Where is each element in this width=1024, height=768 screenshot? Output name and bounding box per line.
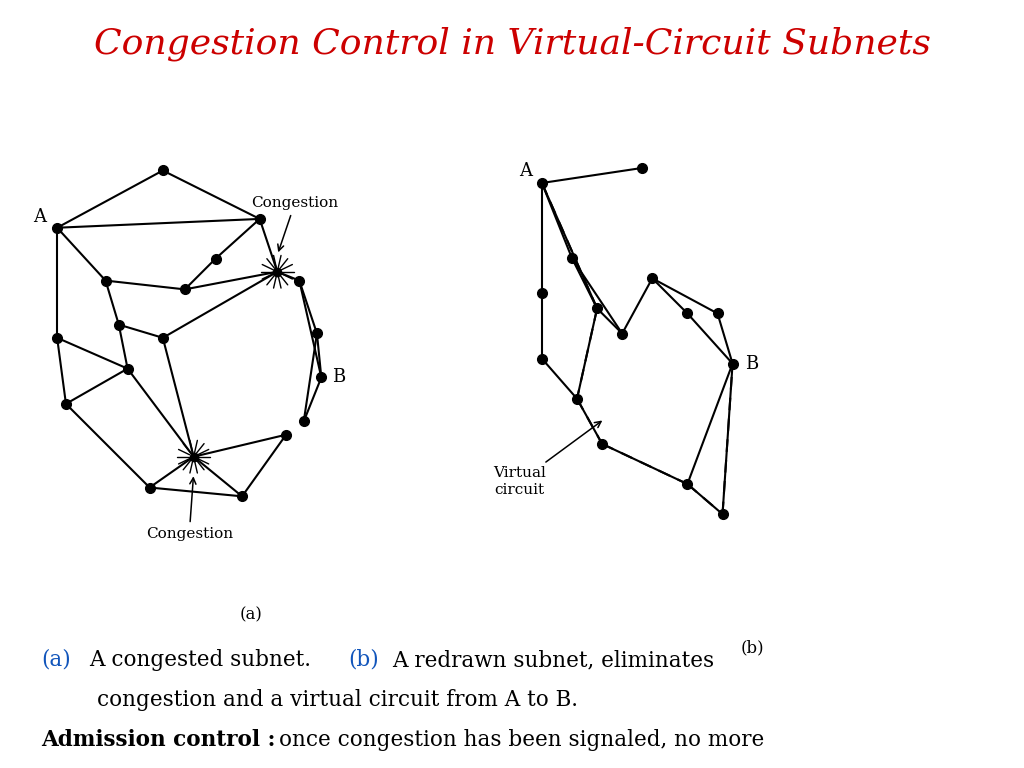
- Text: B: B: [333, 369, 345, 386]
- Text: A redrawn subnet, eliminates: A redrawn subnet, eliminates: [392, 649, 715, 671]
- Text: Virtual
circuit: Virtual circuit: [493, 422, 601, 497]
- Text: (a): (a): [240, 607, 262, 624]
- Text: A: A: [33, 207, 46, 226]
- Text: (b): (b): [740, 640, 765, 657]
- Text: (a): (a): [41, 649, 71, 671]
- Text: Congestion: Congestion: [145, 478, 232, 541]
- Text: A: A: [519, 163, 531, 180]
- Text: Admission control :: Admission control :: [41, 729, 275, 751]
- Text: Congestion: Congestion: [251, 196, 339, 251]
- Text: once congestion has been signaled, no more: once congestion has been signaled, no mo…: [279, 729, 764, 751]
- Text: Congestion Control in Virtual-Circuit Subnets: Congestion Control in Virtual-Circuit Su…: [93, 27, 931, 61]
- Text: congestion and a virtual circuit from A to B.: congestion and a virtual circuit from A …: [97, 689, 579, 711]
- Text: B: B: [745, 355, 759, 372]
- Text: (b): (b): [348, 649, 379, 671]
- Text: A congested subnet.: A congested subnet.: [89, 649, 318, 671]
